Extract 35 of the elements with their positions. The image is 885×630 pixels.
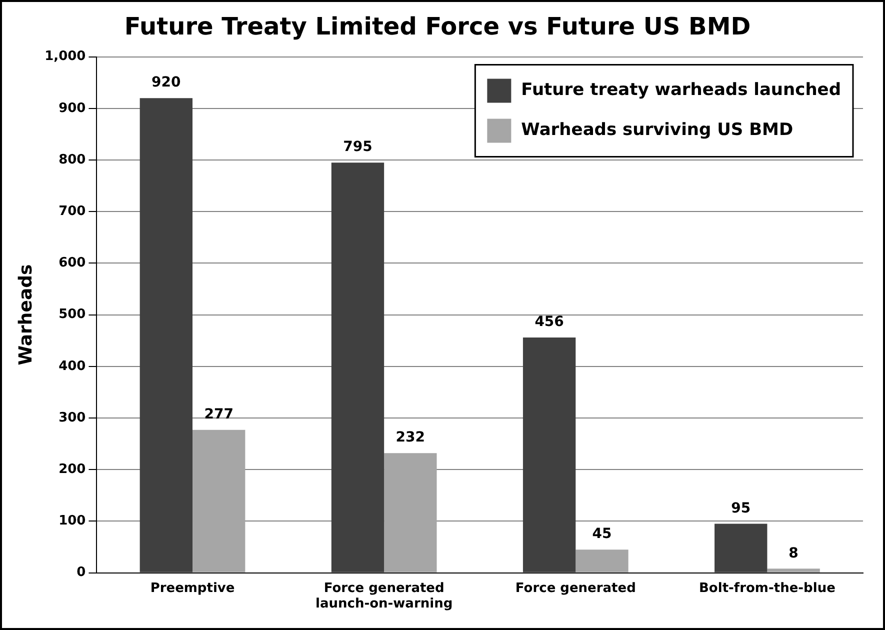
data-label: 795: [343, 139, 372, 156]
y-tick-label: 800: [58, 152, 86, 168]
bar: [714, 524, 768, 572]
bar: [331, 162, 384, 572]
legend-label: Warheads surviving US BMD: [521, 120, 794, 140]
data-label: 95: [731, 500, 751, 516]
y-tick-label: 200: [58, 462, 86, 477]
y-tick-label: 700: [58, 204, 86, 219]
y-tick-label: 0: [76, 565, 86, 580]
bar: [576, 550, 628, 572]
legend-label: Future treaty warheads launched: [521, 80, 842, 100]
data-label: 8: [788, 545, 798, 562]
data-label: 456: [534, 314, 564, 330]
y-tick-label: 500: [58, 307, 86, 322]
x-tick-label: Force generated: [515, 580, 636, 596]
x-tick-label: Force generated launch-on-warning: [315, 580, 453, 612]
bar: [192, 430, 246, 572]
data-label: 232: [396, 430, 426, 446]
y-tick-label: 400: [58, 358, 86, 374]
data-label: 920: [152, 74, 182, 91]
x-tick-label: Preemptive: [150, 580, 235, 596]
data-label: 277: [204, 406, 234, 423]
y-tick-label: 1,000: [44, 49, 86, 64]
y-tick-label: 300: [58, 410, 86, 426]
y-tick-label: 100: [58, 514, 86, 529]
x-tick-label: Bolt-from-the-blue: [699, 580, 836, 596]
bar: [767, 568, 820, 572]
bar: [522, 338, 576, 572]
y-tick-label: 600: [58, 256, 86, 271]
bar: [384, 453, 437, 572]
y-axis-title: Warheads: [15, 264, 36, 366]
bar: [140, 98, 193, 572]
chart-title: Future Treaty Limited Force vs Future US BMD: [124, 12, 751, 41]
y-tick-label: 900: [58, 100, 86, 116]
data-label: 45: [592, 526, 612, 542]
